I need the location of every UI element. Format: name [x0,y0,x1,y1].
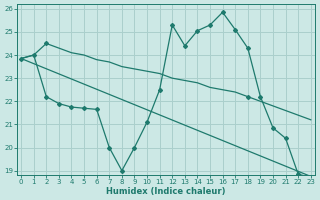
X-axis label: Humidex (Indice chaleur): Humidex (Indice chaleur) [106,187,226,196]
